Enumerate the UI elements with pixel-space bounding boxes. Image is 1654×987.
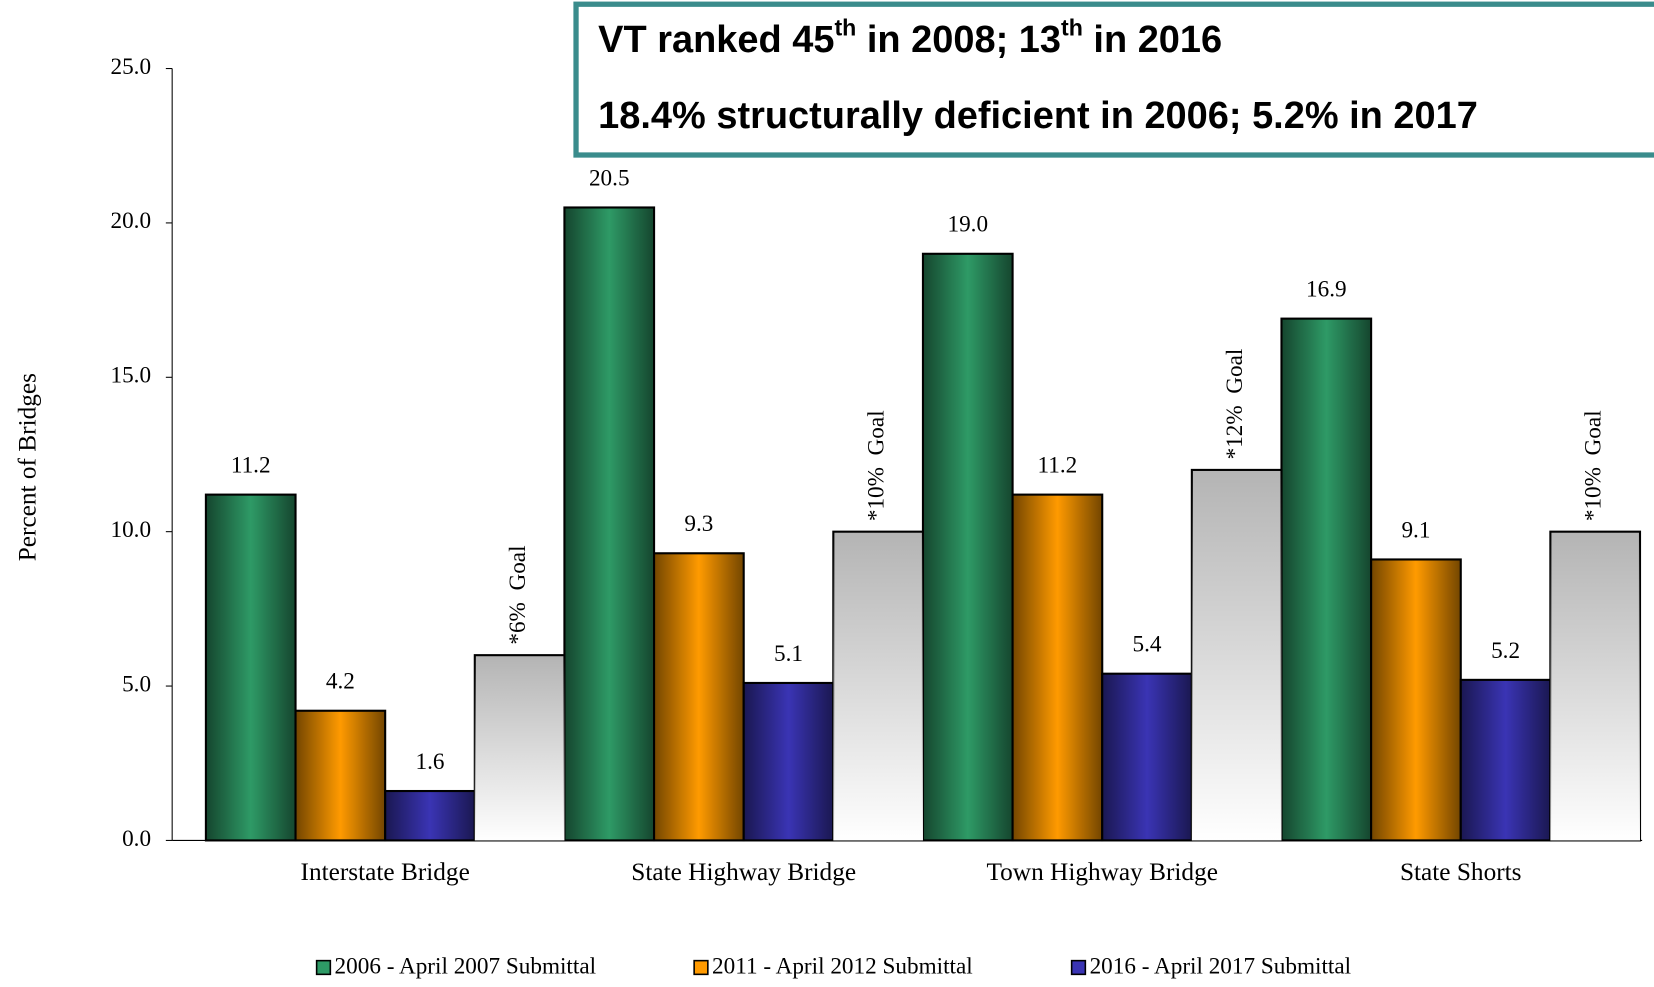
x-tick-label: Town Highway Bridge: [986, 858, 1218, 886]
annotation-part: in 2016: [1083, 19, 1222, 61]
bar: [1549, 530, 1642, 842]
bar: [1459, 678, 1552, 842]
data-label: 11.2: [1038, 453, 1078, 479]
bar: [742, 681, 835, 842]
legend-label: 2006 - April 2007 Submittal: [335, 953, 597, 979]
legend-label: 2011 - April 2012 Submittal: [712, 953, 973, 979]
data-label: 9.3: [684, 511, 713, 537]
legend-swatch: [693, 959, 709, 976]
goal-label: *12% Goal: [1222, 349, 1248, 460]
data-label: 16.9: [1306, 277, 1347, 303]
bar: [921, 252, 1014, 842]
y-tick-label: 20.0: [110, 208, 151, 234]
data-label: 5.4: [1133, 632, 1162, 658]
x-tick-label: State Shorts: [1400, 858, 1522, 886]
annotation: VT ranked 45th in 2008; 13th in 2016: [598, 15, 1222, 62]
annotation-part: VT ranked 45: [598, 19, 834, 61]
goal-label: *10% Goal: [863, 410, 889, 521]
bar: [563, 206, 656, 842]
bar: [294, 709, 387, 842]
bar: [204, 493, 297, 842]
y-tick-label: 5.0: [122, 671, 151, 697]
data-label: 20.5: [589, 165, 630, 191]
data-label: 4.2: [326, 669, 355, 695]
data-label: 19.0: [947, 212, 988, 238]
annotation: 18.4% structurally deficient in 2006; 5.…: [598, 95, 1478, 137]
bar: [1011, 493, 1104, 842]
y-tick-label: 0.0: [122, 826, 151, 852]
superscript: th: [834, 15, 856, 41]
y-tick-label: 10.0: [110, 517, 151, 543]
x-tick-label: State Highway Bridge: [631, 858, 856, 886]
legend-label: 2016 - April 2017 Submittal: [1090, 953, 1352, 979]
data-label: 1.6: [415, 749, 444, 775]
bar: [473, 654, 566, 842]
goal-label: *6% Goal: [505, 545, 531, 644]
bar: [384, 789, 476, 842]
bar: [653, 552, 745, 842]
y-tick-label: 15.0: [110, 363, 151, 389]
bar: [1280, 317, 1373, 842]
bar: [1370, 558, 1462, 842]
y-tick-label: 25.0: [110, 54, 151, 80]
x-tick-label: Interstate Bridge: [301, 858, 470, 886]
y-axis-label: Percent of Bridges: [14, 373, 42, 561]
goal-label: *10% Goal: [1581, 410, 1607, 521]
bar: [832, 530, 925, 842]
annotation-part: in 2008; 13: [856, 19, 1061, 61]
legend-swatch: [1070, 959, 1087, 976]
data-label: 9.1: [1401, 517, 1430, 543]
data-label: 11.2: [231, 453, 271, 479]
data-label: 5.1: [774, 641, 803, 667]
data-label: 5.2: [1491, 638, 1520, 664]
bar: [1101, 672, 1193, 842]
superscript: th: [1061, 15, 1083, 41]
annotation-box: [573, 1, 1654, 158]
bar: [1190, 468, 1283, 842]
legend-swatch: [315, 959, 332, 976]
